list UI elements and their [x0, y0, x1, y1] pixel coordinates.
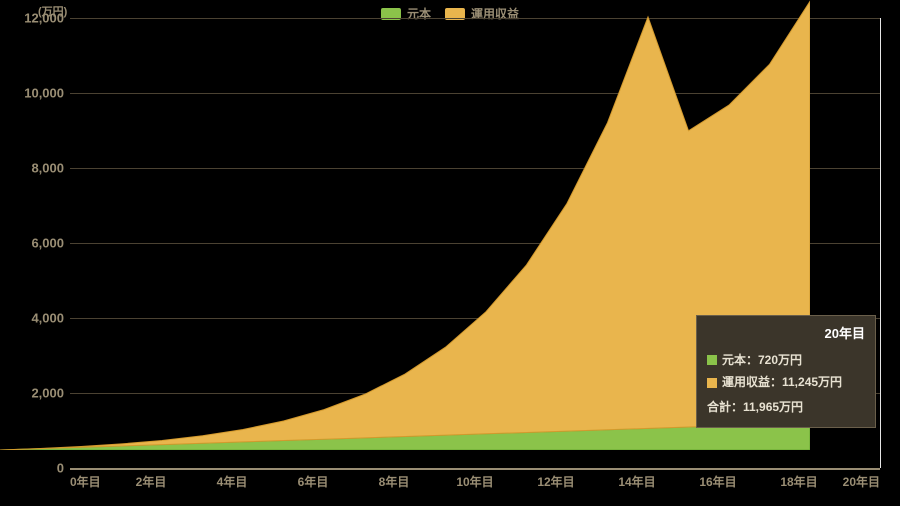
x-tick-label: 20年目	[843, 473, 880, 490]
tooltip-swatch-returns	[707, 378, 717, 388]
tooltip-title: 20年目	[707, 322, 865, 347]
x-tick-label: 12年目	[537, 473, 574, 490]
plot-area[interactable]	[0, 0, 810, 450]
tooltip-swatch-principal	[707, 355, 717, 365]
x-tick-label: 14年目	[618, 473, 655, 490]
x-tick-label: 6年目	[298, 473, 329, 490]
x-tick-label: 10年目	[456, 473, 493, 490]
x-tick-label: 8年目	[379, 473, 410, 490]
area-returns	[0, 1, 810, 450]
tooltip-total: 合計：11,965万円	[707, 396, 865, 419]
tooltip-text-returns: 運用収益：11,245万円	[722, 371, 842, 394]
x-axis-baseline	[70, 468, 880, 470]
x-tick-label: 0年目	[70, 473, 101, 490]
investment-growth-chart: (万円) 元本 運用収益 02,0004,0006,0008,00010,000…	[0, 0, 900, 506]
tooltip-row-returns: 運用収益：11,245万円	[707, 371, 865, 394]
tooltip-row-principal: 元本：720万円	[707, 349, 865, 372]
hover-indicator-line	[880, 18, 881, 468]
y-tick-label: 0	[10, 461, 64, 476]
x-tick-label: 18年目	[780, 473, 817, 490]
x-tick-label: 2年目	[136, 473, 167, 490]
x-tick-label: 16年目	[699, 473, 736, 490]
x-tick-label: 4年目	[217, 473, 248, 490]
tooltip: 20年目 元本：720万円 運用収益：11,245万円 合計：11,965万円	[696, 315, 876, 428]
tooltip-text-principal: 元本：720万円	[722, 349, 802, 372]
